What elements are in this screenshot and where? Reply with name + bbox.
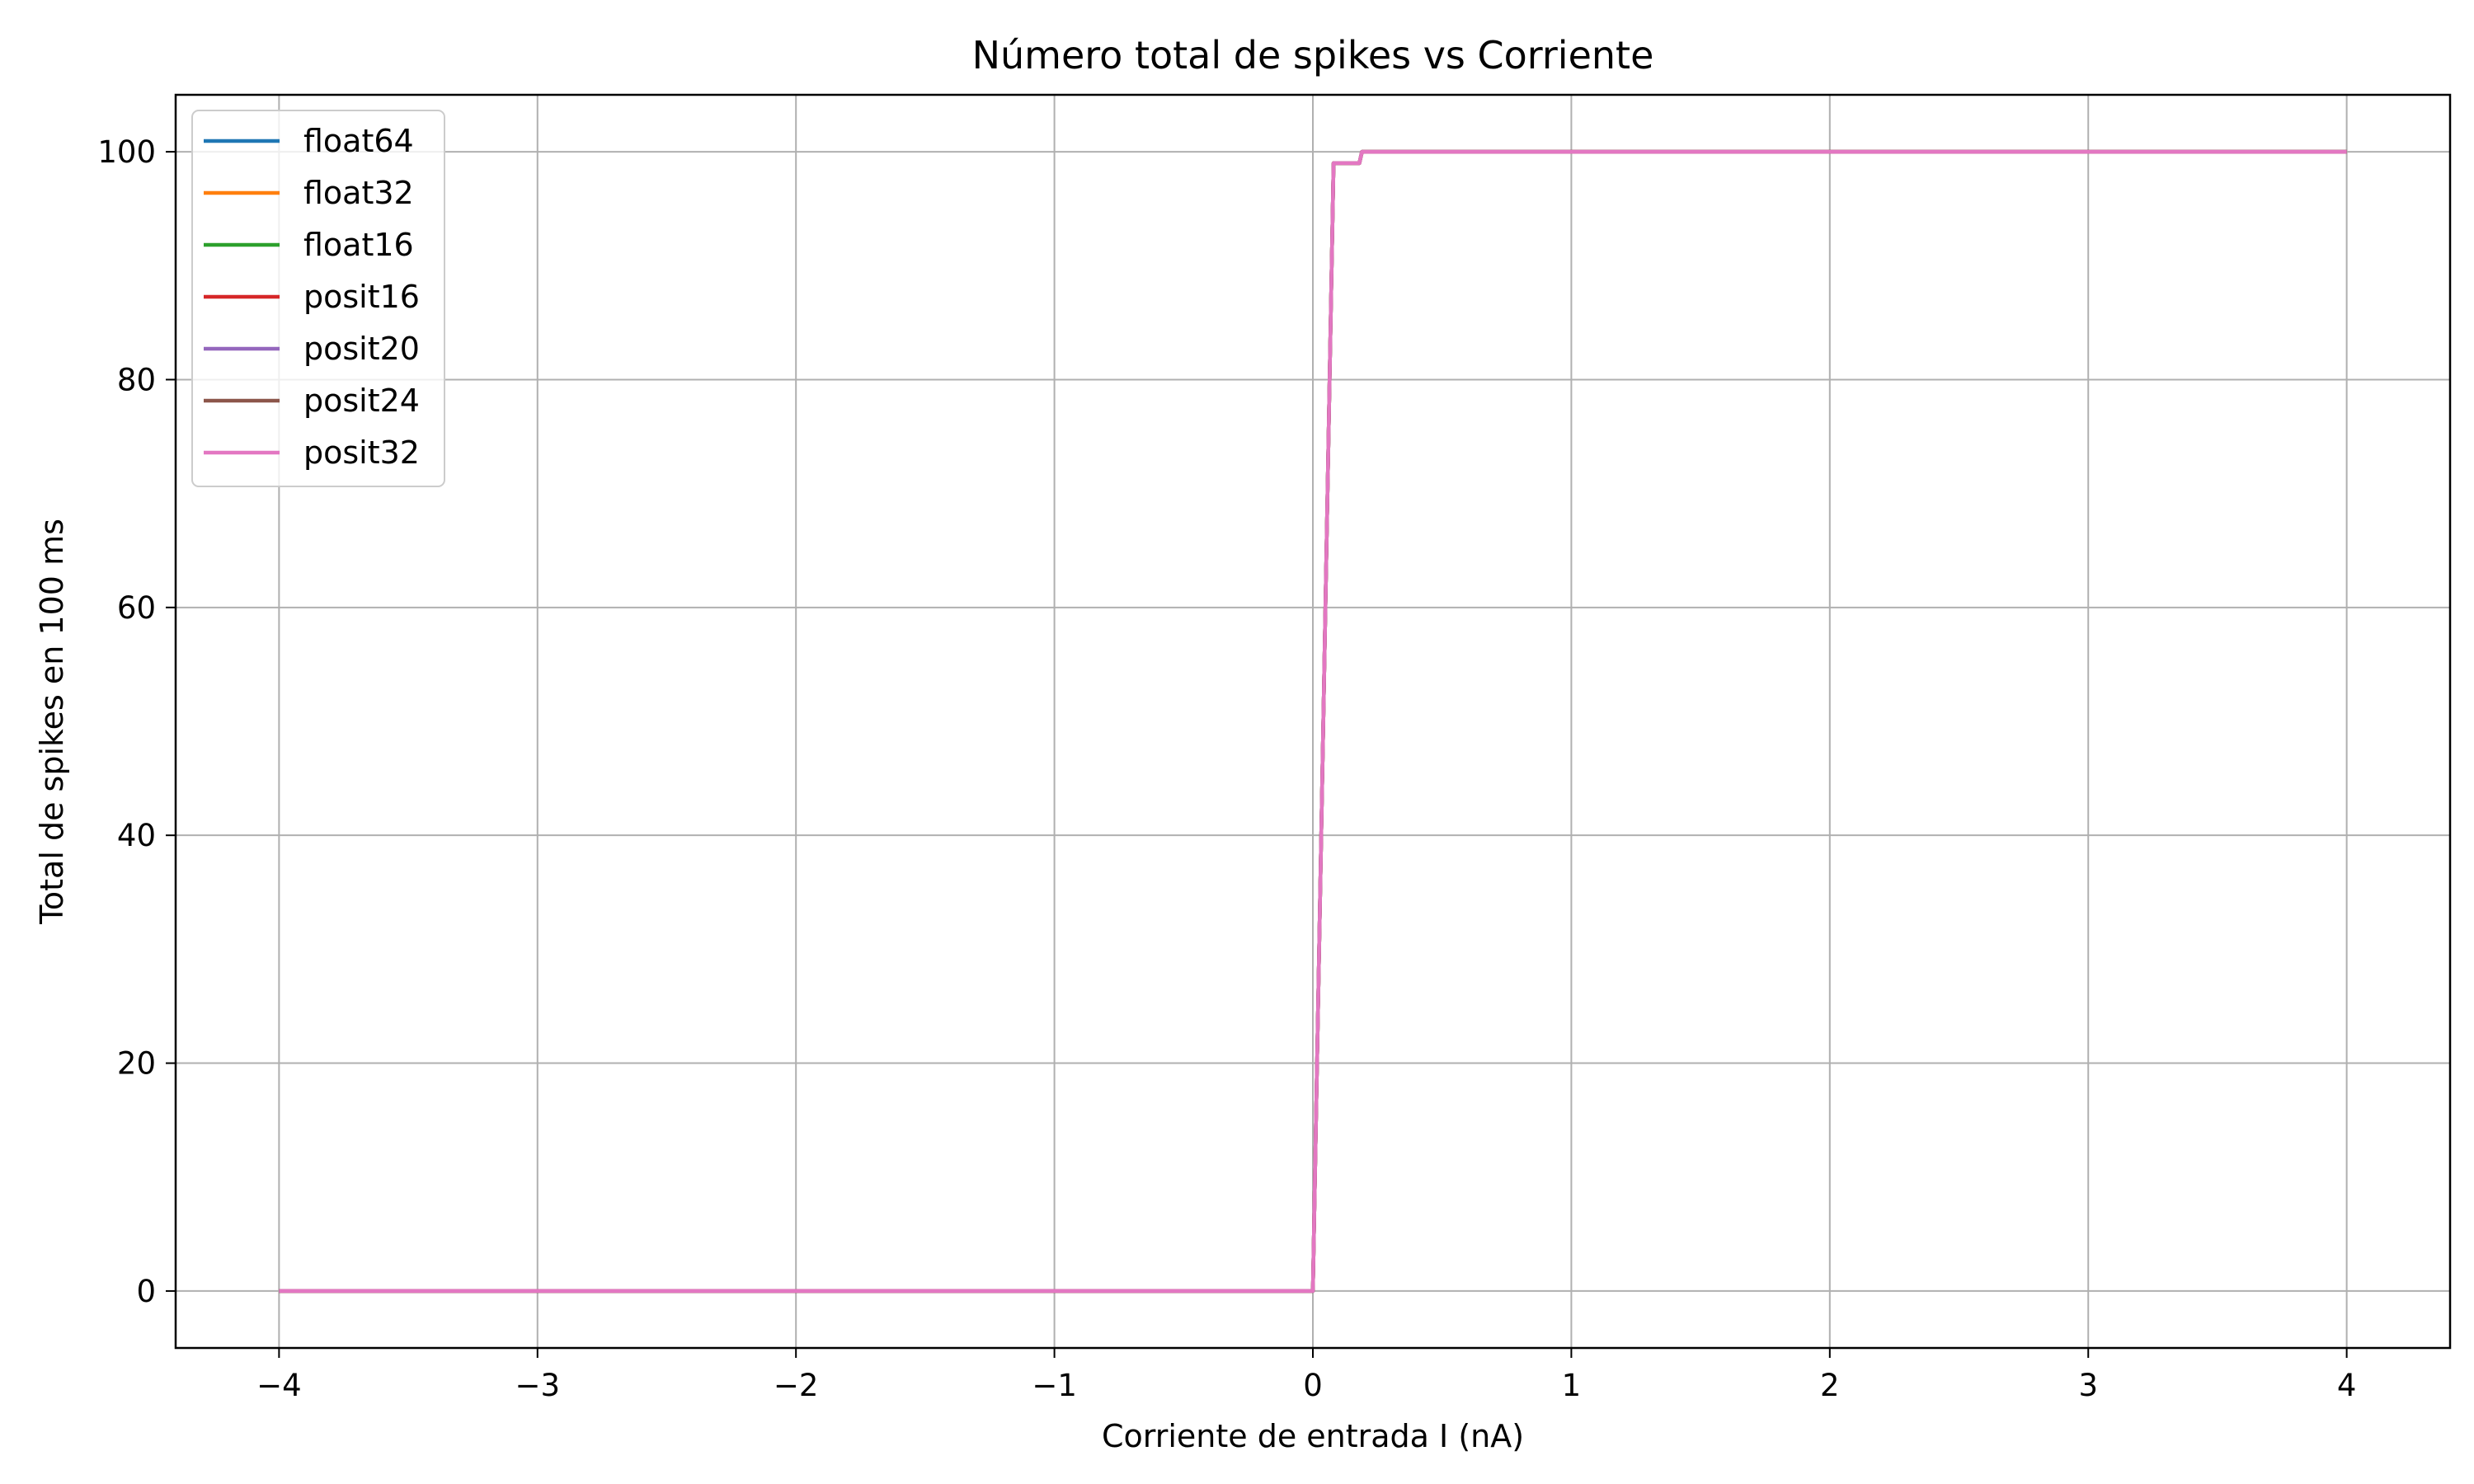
x-tick-label: −2: [774, 1368, 819, 1403]
x-axis-label: Corriente de entrada I (nA): [1102, 1418, 1524, 1454]
x-axis-ticks: −4 −3 −2 −1 0 1 2 3 4: [256, 1348, 2356, 1403]
y-tick-label: 60: [117, 590, 156, 626]
y-axis-ticks: 0 20 40 60 80 100: [97, 134, 176, 1309]
y-tick-label: 100: [97, 134, 156, 170]
y-axis-label: Total de spikes en 100 ms: [34, 519, 70, 925]
legend-label: posit32: [303, 434, 420, 471]
y-tick-label: 40: [117, 818, 156, 853]
y-tick-label: 20: [117, 1046, 156, 1082]
x-tick-label: 0: [1303, 1368, 1323, 1403]
x-tick-label: −3: [515, 1368, 560, 1403]
x-tick-label: 3: [2078, 1368, 2098, 1403]
legend-label: float16: [303, 227, 414, 263]
series-line-posit32: [279, 149, 2347, 1294]
legend: float64 float32 float16 posit16 posit20 posit…: [191, 110, 445, 487]
chart-title: Número total de spikes vs Corriente: [972, 33, 1654, 77]
y-tick-label: 0: [136, 1274, 156, 1309]
x-tick-label: 2: [1820, 1368, 1840, 1403]
x-tick-label: 1: [1562, 1368, 1582, 1403]
legend-label: posit24: [303, 383, 420, 419]
x-tick-label: −1: [1032, 1368, 1077, 1403]
x-tick-label: 4: [2337, 1368, 2357, 1403]
plot-lines: [279, 149, 2347, 1294]
legend-label: posit20: [303, 331, 420, 367]
legend-label: float32: [303, 175, 414, 211]
legend-box: [191, 110, 445, 487]
x-tick-label: −4: [256, 1368, 302, 1403]
legend-label: float64: [303, 123, 414, 159]
legend-label: posit16: [303, 279, 420, 315]
y-tick-label: 80: [117, 362, 156, 397]
